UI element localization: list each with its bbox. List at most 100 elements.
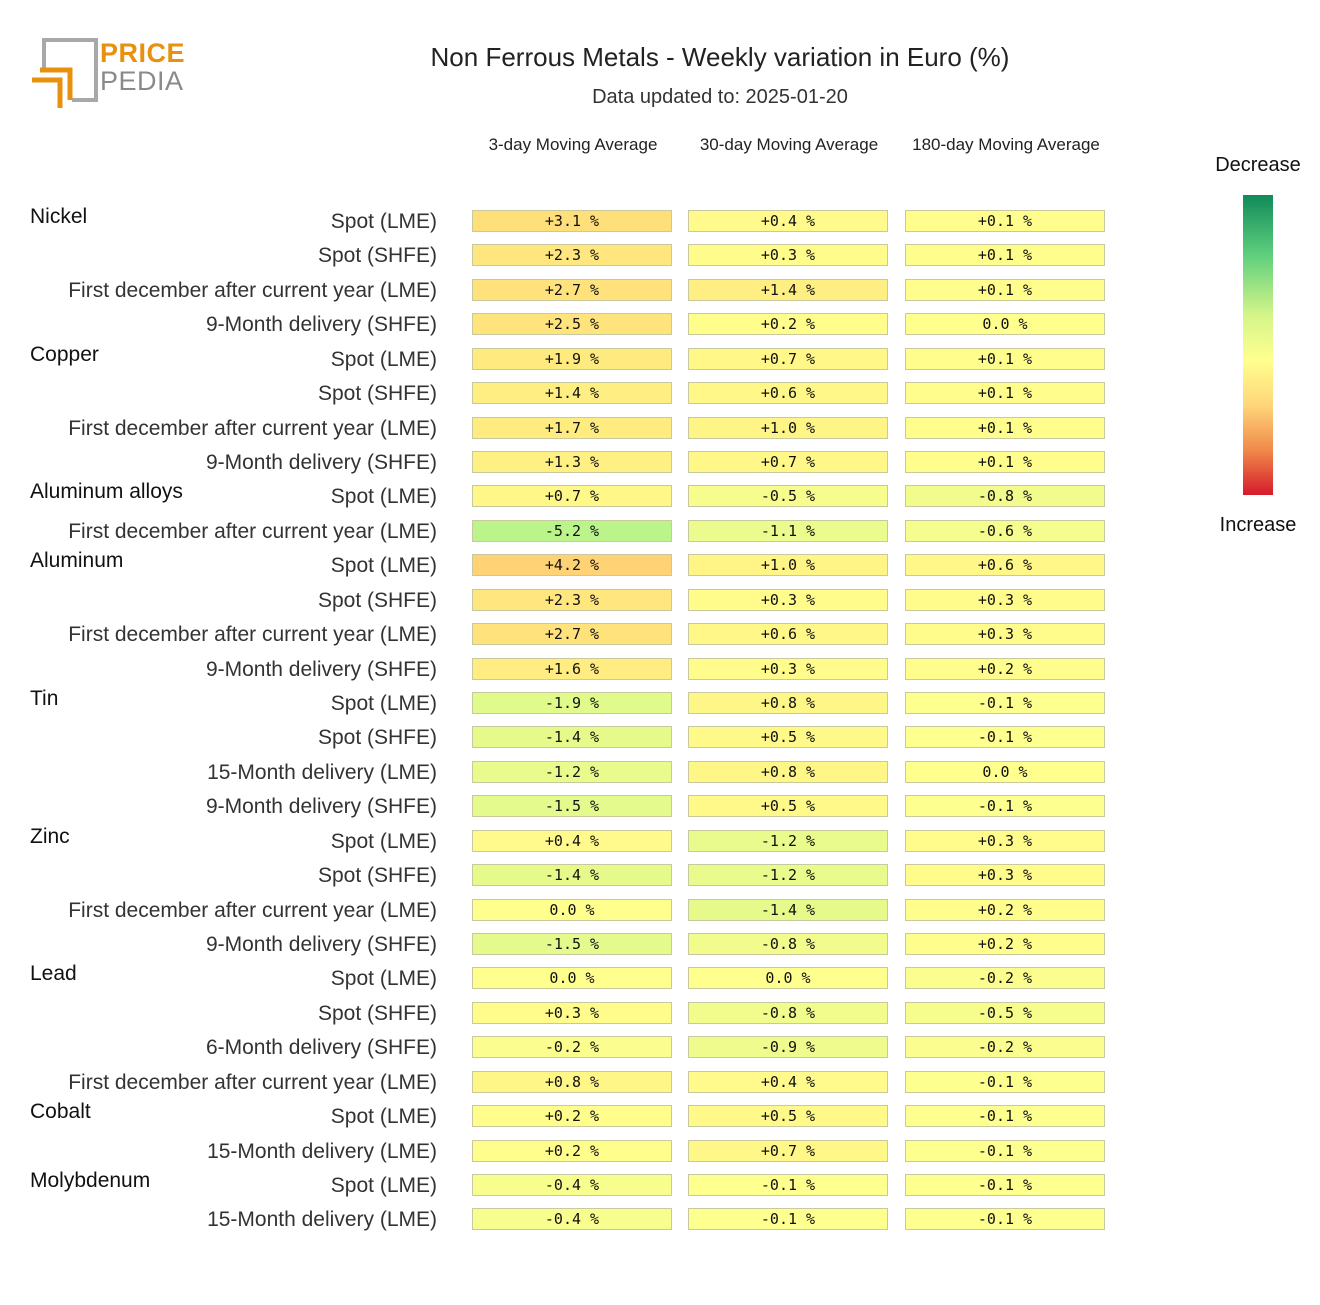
value-cell: +0.8 % — [688, 760, 888, 783]
value-cell: -1.2 % — [472, 760, 672, 783]
value-cell: +1.0 % — [688, 416, 888, 439]
value-cell: +0.8 % — [472, 1070, 672, 1093]
row-label: 9-Month delivery (SHFE) — [205, 451, 437, 474]
value-cell: +2.5 % — [472, 313, 672, 336]
row-label: First december after current year (LME) — [68, 1070, 437, 1094]
value-cell: +0.5 % — [688, 795, 888, 818]
value-cell: +0.2 % — [688, 313, 888, 336]
column-header: 180-day Moving Average — [912, 135, 1100, 154]
row-label: First december after current year (LME) — [68, 898, 437, 922]
row-label: Spot (LME) — [330, 829, 437, 853]
row-label: First december after current year (LME) — [68, 519, 437, 543]
metal-group-label: Cobalt — [30, 1100, 91, 1124]
value-cell: +0.4 % — [688, 210, 888, 232]
value-cell: +0.1 % — [905, 278, 1105, 301]
value-cell: +2.3 % — [472, 244, 672, 267]
metal-group-label: Copper — [30, 342, 99, 366]
row-label: Spot (LME) — [330, 1105, 437, 1129]
value-cell: -0.4 % — [472, 1174, 672, 1197]
legend-increase-label: Increase — [1219, 514, 1297, 536]
row-label: 6-Month delivery (SHFE) — [205, 1036, 437, 1060]
value-cell: -0.1 % — [905, 1208, 1105, 1231]
value-cell: +0.4 % — [688, 1070, 888, 1093]
value-cell: +1.9 % — [472, 347, 672, 370]
value-cell: -1.5 % — [472, 795, 672, 818]
value-cell: +1.4 % — [472, 382, 672, 405]
value-cell: +0.4 % — [472, 829, 672, 852]
logo-text-pedia: PEDIA — [100, 66, 184, 96]
value-cell: +0.2 % — [472, 1105, 672, 1128]
value-cell: +0.2 % — [472, 1139, 672, 1162]
legend-decrease-label: Decrease — [1215, 154, 1301, 176]
value-cell: +0.3 % — [688, 657, 888, 680]
value-cell: -0.5 % — [688, 485, 888, 508]
chart-subtitle: Data updated to: 2025-01-20 — [592, 86, 848, 108]
row-label: Spot (SHFE) — [317, 382, 437, 406]
value-cell: +0.3 % — [472, 1001, 672, 1024]
row-label: 9-Month delivery (SHFE) — [205, 933, 437, 957]
metal-group-label: Zinc — [30, 824, 70, 848]
value-cell: -0.5 % — [905, 1001, 1105, 1024]
value-cell: +2.7 % — [472, 278, 672, 301]
row-label: Spot (LME) — [330, 554, 437, 578]
value-cell: +1.4 % — [688, 278, 888, 301]
value-cell: +0.1 % — [905, 347, 1105, 370]
value-cell: +0.6 % — [905, 554, 1105, 577]
row-label: Spot (LME) — [330, 967, 437, 991]
value-cell: -0.8 % — [688, 1001, 888, 1024]
value-cell: +1.7 % — [472, 416, 672, 439]
value-cell: -5.2 % — [472, 519, 672, 542]
row-label: Spot (SHFE) — [317, 726, 437, 750]
value-cell: +2.7 % — [472, 623, 672, 646]
value-cell: -0.1 % — [905, 1070, 1105, 1093]
column-header: 3-day Moving Average — [488, 135, 658, 154]
row-label: Spot (SHFE) — [317, 588, 437, 612]
value-cell: +0.6 % — [688, 382, 888, 405]
value-cell: 0.0 % — [905, 313, 1105, 336]
value-cell: +0.2 % — [905, 933, 1105, 956]
value-cell: -1.4 % — [472, 726, 672, 749]
value-cell: +0.7 % — [688, 451, 888, 473]
value-cell: +0.3 % — [688, 588, 888, 611]
value-cell: +0.1 % — [905, 210, 1105, 232]
value-cell: -1.9 % — [472, 692, 672, 715]
metal-group-label: Aluminum — [30, 549, 124, 573]
value-cell: +0.3 % — [905, 623, 1105, 646]
row-label: Spot (LME) — [330, 347, 437, 371]
value-cell: -0.6 % — [905, 519, 1105, 542]
value-cell: -1.4 % — [472, 864, 672, 887]
value-cell: +0.1 % — [905, 244, 1105, 267]
value-cell: +0.5 % — [688, 726, 888, 749]
row-label: 15-Month delivery (LME) — [207, 1139, 437, 1163]
value-cell: +0.6 % — [688, 623, 888, 646]
value-cell: +0.2 % — [905, 898, 1105, 921]
metal-group-label: Molybdenum — [30, 1169, 151, 1193]
value-cell: +0.7 % — [688, 347, 888, 370]
value-cell: -1.5 % — [472, 933, 672, 956]
value-cell: -0.2 % — [905, 967, 1105, 990]
logo-mark-icon — [32, 38, 98, 108]
metal-group-label: Nickel — [30, 205, 88, 228]
row-label: Spot (SHFE) — [317, 1001, 437, 1025]
value-cell: +0.2 % — [905, 657, 1105, 680]
value-cell: +0.7 % — [472, 485, 672, 508]
row-label: 15-Month delivery (LME) — [207, 760, 437, 784]
row-label: 9-Month delivery (SHFE) — [205, 657, 437, 681]
value-cell: 0.0 % — [688, 967, 888, 990]
row-label: First december after current year (LME) — [68, 623, 437, 647]
metal-group-label: Aluminum alloys — [30, 480, 183, 504]
value-cell: +4.2 % — [472, 554, 672, 577]
row-label: Spot (LME) — [330, 485, 437, 509]
row-label: First december after current year (LME) — [68, 416, 437, 440]
value-cell: -0.2 % — [472, 1036, 672, 1059]
value-cell: -1.2 % — [688, 829, 888, 852]
row-label: 15-Month delivery (LME) — [207, 1208, 437, 1232]
value-cell: -0.1 % — [905, 726, 1105, 749]
value-cell: -1.4 % — [688, 898, 888, 921]
value-cell: -0.8 % — [688, 933, 888, 956]
value-cell: +2.3 % — [472, 588, 672, 611]
row-label: Spot (LME) — [330, 692, 437, 716]
value-cell: -0.1 % — [905, 1139, 1105, 1162]
chart-title: Non Ferrous Metals - Weekly variation in… — [430, 42, 1010, 72]
row-label: 9-Month delivery (SHFE) — [205, 795, 437, 819]
